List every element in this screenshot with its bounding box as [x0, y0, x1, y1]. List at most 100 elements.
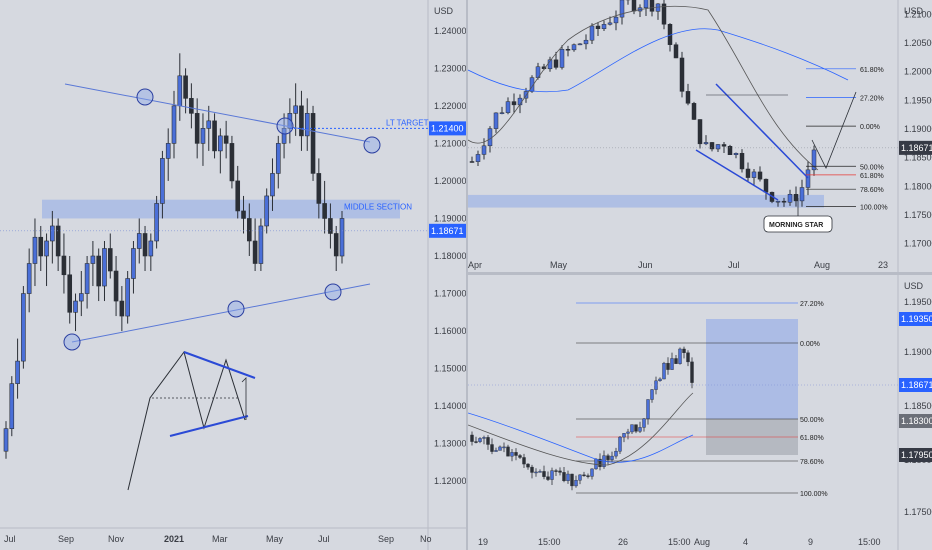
tr-candle-body	[787, 194, 793, 203]
left-candle-body	[107, 248, 113, 272]
bottom-right-chart-svg: USD1.195001.190001.185001.180001.1750019…	[468, 275, 932, 550]
left-candle-body	[310, 113, 316, 174]
chart-left-weekly[interactable]: USD 1.24000 1.23000 1.22000 1.21000 1.20000 1.…	[0, 0, 466, 550]
left-x-tick: Sep	[58, 534, 74, 544]
tr-candle-body	[727, 146, 733, 155]
br-candle-body	[598, 458, 602, 467]
br-candle-body	[626, 431, 630, 434]
br-ma-gray	[468, 392, 694, 466]
left-candle-body	[218, 135, 223, 152]
tr-candle-body	[811, 149, 817, 171]
br-candle-body	[610, 455, 614, 460]
br-y-tick: 1.18500	[904, 401, 932, 411]
br-candle-body	[506, 446, 510, 457]
br-candle-body	[618, 436, 622, 452]
middle-section-zone	[42, 199, 400, 219]
br-candle-body	[530, 466, 534, 473]
br-candle-body	[502, 446, 506, 449]
left-x-tick: Mar	[212, 534, 228, 544]
tr-candle-body	[565, 49, 571, 51]
br-price-tag-text: 1.18300	[901, 416, 932, 426]
chart-bottom-right-intraday[interactable]: USD1.195001.190001.185001.180001.1750019…	[468, 275, 932, 550]
br-candle-body	[550, 470, 554, 480]
tr-candle-body	[703, 142, 709, 145]
left-y-tick: 1.22000	[434, 101, 466, 111]
upper-trendline	[64, 83, 371, 143]
br-candle-body	[490, 444, 494, 452]
br-target-box	[706, 319, 798, 419]
left-y-tick: 1.16000	[434, 326, 466, 336]
br-x-tick: Aug	[694, 537, 710, 547]
br-candle-body	[566, 473, 570, 482]
tr-candle-body	[781, 200, 787, 203]
morning-star-box	[763, 215, 833, 233]
left-candle-body	[79, 293, 84, 302]
tr-candle-body	[571, 44, 577, 51]
target-price-text: 1.21400	[431, 123, 464, 133]
current-price-tag	[429, 223, 466, 238]
br-candle-body	[474, 441, 478, 443]
pane-divider-horizontal[interactable]	[468, 272, 932, 275]
left-candle-body	[264, 195, 269, 227]
tr-candle-body	[475, 154, 481, 162]
tr-fib-label: 100.00%	[860, 204, 888, 211]
br-y-tick: 1.17500	[904, 507, 932, 517]
tr-candle-body	[481, 145, 487, 155]
left-candle-body	[281, 128, 287, 144]
left-candle-body	[32, 236, 38, 264]
schematic-lower-line	[169, 415, 249, 437]
tr-x-tick: 23	[878, 260, 888, 270]
left-candle-body	[177, 75, 183, 107]
left-candle-body	[212, 120, 217, 152]
left-candle-body	[328, 218, 333, 234]
left-candle-body	[119, 300, 125, 317]
current-price-text: 1.18671	[431, 226, 464, 236]
tr-x-tick: Apr	[468, 260, 482, 270]
tr-candle-body	[763, 178, 769, 193]
br-candle-body	[542, 471, 546, 477]
left-y-tick: 1.21000	[434, 138, 466, 148]
tr-candle-body	[733, 152, 739, 155]
left-candle-body	[200, 128, 206, 144]
tr-candle-body	[739, 152, 745, 170]
br-candle-body	[590, 468, 594, 477]
br-price-tag-text: 1.17950	[901, 450, 932, 460]
tr-fib-label: 50.00%	[860, 164, 884, 171]
schematic-zigzag	[127, 350, 246, 491]
tr-candle-body	[775, 200, 781, 203]
br-candle-body	[686, 352, 690, 363]
tr-x-tick: Aug	[814, 260, 830, 270]
br-y-tick: 1.19000	[904, 347, 932, 357]
br-candle-body	[638, 427, 642, 432]
left-candle-body	[223, 135, 229, 144]
left-candle-body	[287, 113, 293, 129]
pane-divider-vertical[interactable]	[466, 0, 468, 550]
tr-y-tick: 1.19000	[904, 124, 932, 134]
left-y-tick: 1.24000	[434, 26, 466, 36]
left-candle-body	[131, 248, 136, 279]
left-x-tick: 2021	[164, 534, 184, 544]
tr-candle-body	[691, 103, 697, 120]
left-y-tick: 1.19000	[434, 213, 466, 223]
tr-fib-label: 61.80%	[860, 173, 884, 180]
br-candle-body	[562, 472, 566, 482]
br-candle-body	[614, 451, 618, 457]
left-candle-body	[26, 263, 32, 294]
br-candle-body	[518, 455, 522, 458]
left-candle-body	[316, 173, 322, 204]
left-x-tick: Jul	[4, 534, 16, 544]
left-candle-body	[50, 225, 55, 242]
left-candle-body	[3, 428, 9, 452]
left-candle-body	[9, 383, 15, 429]
br-candle-body	[546, 476, 550, 480]
left-candle-body	[38, 236, 44, 257]
br-price-tag-text: 1.19350	[901, 314, 932, 324]
left-candle-body	[61, 255, 67, 276]
tr-candle-body	[655, 3, 661, 12]
left-candle-body	[275, 143, 281, 174]
br-candle-body	[486, 437, 490, 445]
left-candle-body	[206, 120, 212, 129]
touch-point-circle	[276, 117, 294, 135]
br-candle-body	[494, 450, 498, 452]
